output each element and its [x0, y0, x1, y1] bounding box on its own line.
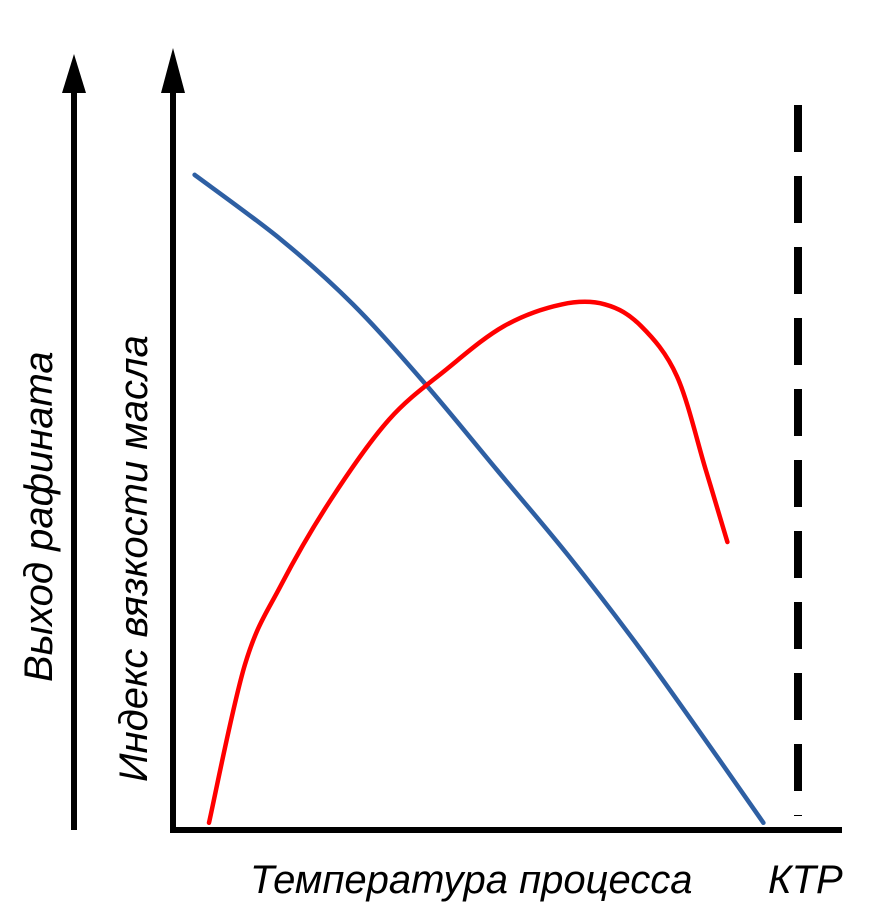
ktr-label: КТР [768, 858, 843, 902]
series-layer [192, 172, 766, 826]
y-axis-outer-arrow-icon [62, 54, 86, 93]
series-line-0 [192, 172, 766, 826]
series-line-1 [206, 299, 730, 826]
y-axis-outer-label: Выход рафината [17, 351, 61, 682]
y-axis-inner-arrow-icon [161, 48, 185, 93]
x-axis-label: Температура процесса [250, 858, 693, 902]
y-axis-inner-label: Индекс вязкости масла [112, 335, 156, 782]
